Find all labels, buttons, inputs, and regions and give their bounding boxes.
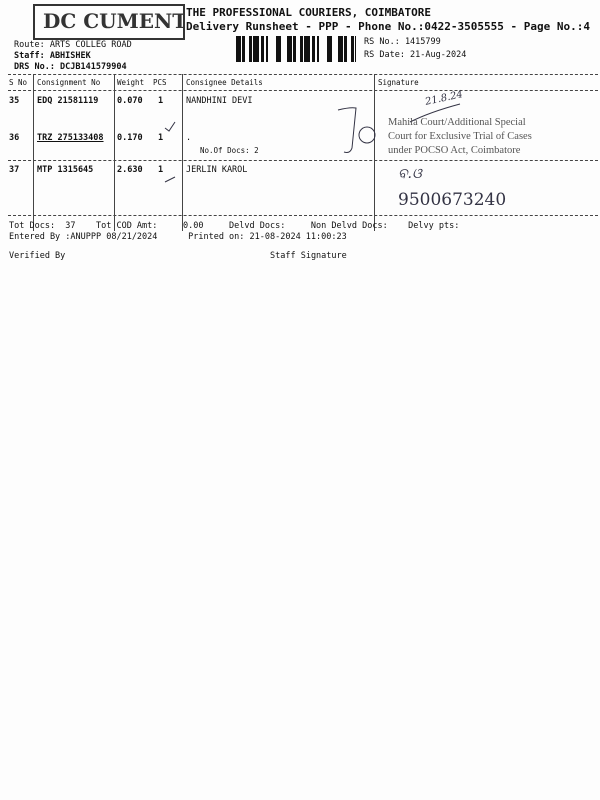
barcode-bar (344, 36, 347, 62)
company-title: THE PROFESSIONAL COURIERS, COIMBATORE (186, 6, 432, 19)
barcode-bar (338, 36, 340, 62)
signature-scribble (409, 103, 461, 123)
row-sno: 36 (9, 133, 20, 143)
tick-mark (164, 176, 176, 183)
drs-number: DRS No.: DCJB141579904 (14, 62, 127, 72)
divider (8, 215, 598, 216)
barcode-bar (293, 36, 296, 62)
seal-line: Court for Exclusive Trial of Cases (388, 131, 532, 142)
col-line (182, 74, 183, 231)
barcode-bar (279, 36, 281, 62)
barcode-bar (266, 36, 268, 62)
totals-line: Tot Docs: 37 Tot COD Amt: 0.00 Delvd Doc… (9, 221, 460, 231)
row-sno: 35 (9, 96, 20, 106)
handwritten-phone: 9500673240 (398, 190, 507, 210)
row-consignee: NANDHINI DEVI (186, 96, 253, 106)
row-docs-count: No.Of Docs: 2 (200, 146, 259, 155)
barcode-bar (276, 36, 277, 62)
row-consignee: . (186, 133, 192, 143)
barcode-bar (330, 36, 332, 62)
barcode-bar (304, 36, 305, 62)
route: Route: ARTS COLLEG ROAD (14, 40, 132, 50)
col-signature: Signature (378, 78, 419, 87)
col-line (114, 74, 115, 231)
staff: Staff: ABHISHEK (14, 51, 91, 61)
documents-stamp: DC CUMENTS (33, 4, 185, 40)
barcode-bar (355, 36, 356, 62)
divider (8, 160, 598, 161)
signature-scribble (358, 126, 376, 144)
col-line (33, 74, 34, 231)
col-line (374, 74, 375, 231)
barcode-bar (308, 36, 310, 62)
row-weight: 0.170 (117, 133, 143, 143)
barcode-bar (312, 36, 315, 62)
row-weight: 0.070 (117, 96, 143, 106)
handwritten-marks (164, 103, 461, 183)
barcode-bar (340, 36, 342, 62)
row-weight: 2.630 (117, 165, 143, 175)
row-consignment: EDQ 21581119 (37, 96, 99, 106)
barcode-bar (353, 36, 354, 62)
row-pcs: 1 (158, 96, 164, 106)
tick-mark (164, 121, 176, 132)
barcode-bar (289, 36, 291, 62)
seal-line: Mahila Court/Additional Special (388, 117, 526, 128)
barcode-bar (302, 36, 303, 62)
barcode-bar (277, 36, 279, 62)
handwritten-initials: ବ.ଓ (398, 166, 422, 182)
barcode (236, 36, 356, 62)
barcode-bar (327, 36, 328, 62)
barcode-bar (300, 36, 302, 62)
verified-by: Verified By (9, 251, 66, 261)
row-consignment: TRZ 275133408 (37, 133, 104, 143)
barcode-bar (317, 36, 319, 62)
col-consignee: Consignee Details (186, 78, 263, 87)
barcode-bar (236, 36, 238, 62)
signature-scribble (337, 107, 357, 153)
col-sno: S No (9, 78, 28, 87)
barcode-bar (238, 36, 240, 62)
row-pcs: 1 (158, 133, 164, 143)
barcode-bar (287, 36, 289, 62)
divider (8, 90, 598, 91)
barcode-bar (254, 36, 257, 62)
rs-date: RS Date: 21-Aug-2024 (364, 50, 467, 60)
rs-number: RS No.: 1415799 (364, 37, 441, 47)
barcode-bar (351, 36, 353, 62)
col-weight: Weight (117, 78, 145, 87)
seal-line: under POCSO Act, Coimbatore (388, 145, 521, 156)
row-consignment: MTP 1315645 (37, 165, 94, 175)
barcode-bar (261, 36, 264, 62)
barcode-bar (249, 36, 251, 62)
barcode-bar (342, 36, 343, 62)
row-consignee: JERLIN KAROL (186, 165, 248, 175)
barcode-bar (253, 36, 254, 62)
col-pcs: PCS (153, 78, 167, 87)
col-consignment: Consignment No (37, 78, 101, 87)
barcode-bar (328, 36, 330, 62)
runsheet-subtitle: Delivery Runsheet - PPP - Phone No.:0422… (186, 20, 590, 33)
entered-by-line: Entered By :ANUPPP 08/21/2024 Printed on… (9, 232, 347, 242)
barcode-bar (240, 36, 241, 62)
staff-signature: Staff Signature (270, 251, 347, 261)
row-pcs: 1 (158, 165, 164, 175)
row-sno: 37 (9, 165, 20, 175)
barcode-bar (291, 36, 292, 62)
barcode-bar (242, 36, 245, 62)
barcode-bar (251, 36, 252, 62)
barcode-bar (257, 36, 259, 62)
divider (8, 74, 598, 75)
barcode-bar (305, 36, 308, 62)
